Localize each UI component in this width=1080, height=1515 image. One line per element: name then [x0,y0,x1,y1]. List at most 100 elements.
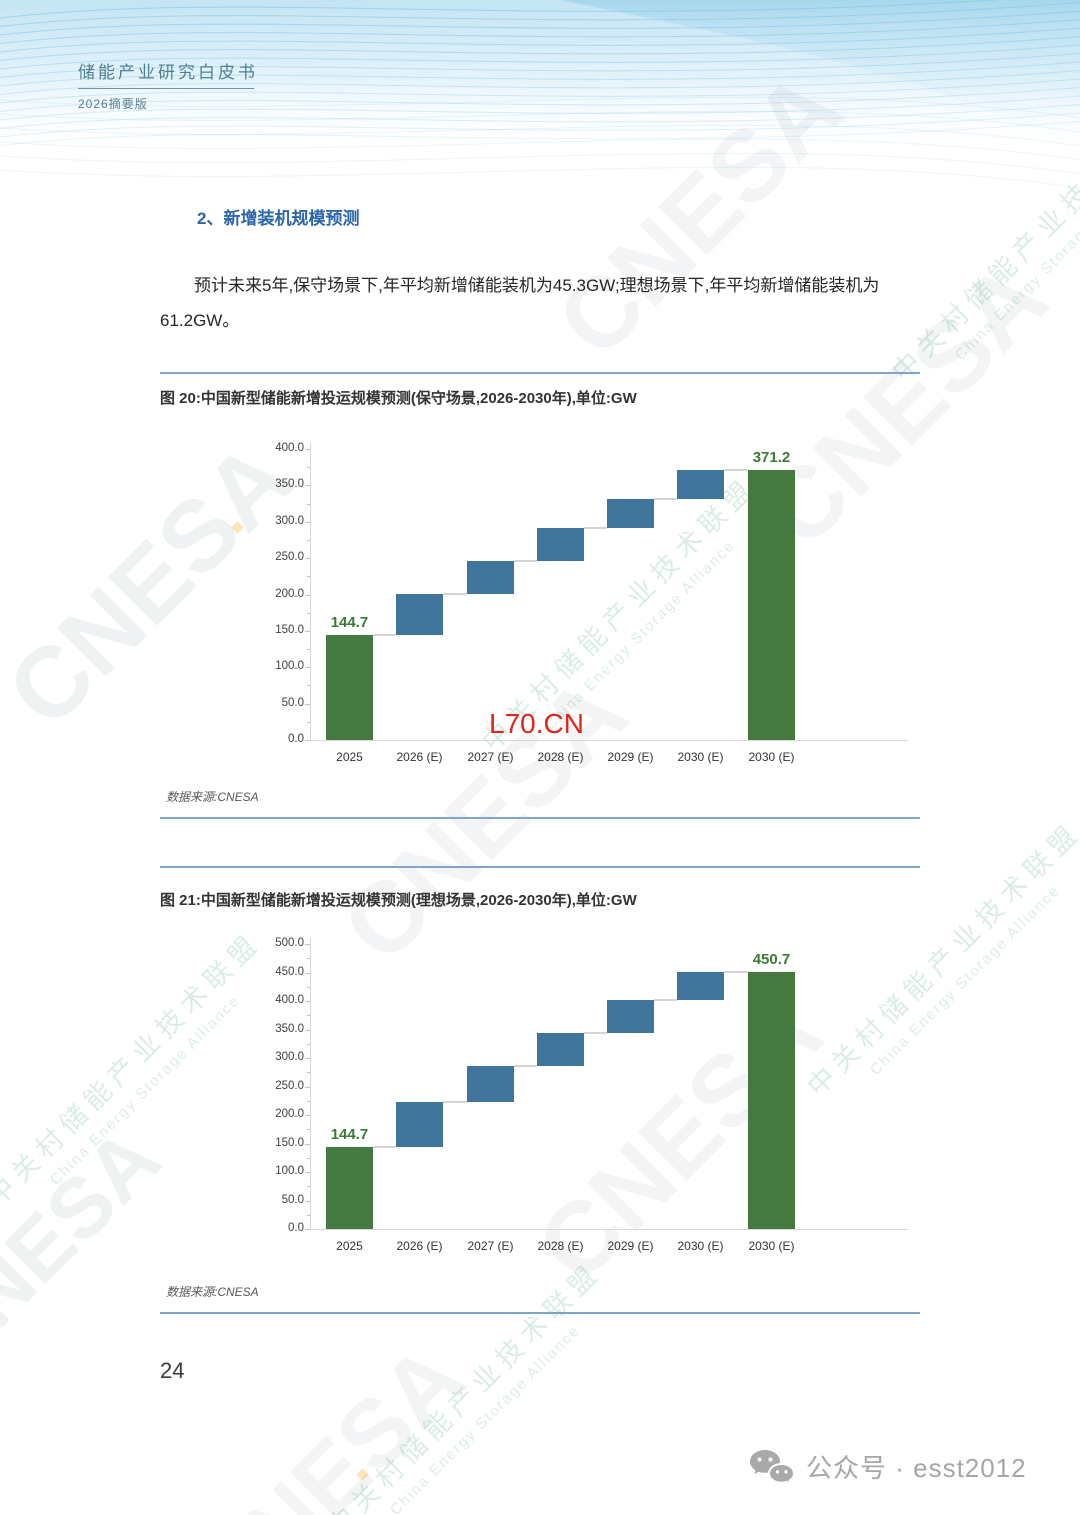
doc-title-underline [78,88,254,89]
waterfall-increment-bar [467,560,514,594]
x-axis-line [310,740,908,741]
divider-rule-bottom [160,1312,920,1314]
y-axis-tick-label: 350.0 [275,1022,304,1035]
waterfall-connector [654,999,677,1002]
waterfall-connector [724,971,748,974]
x-axis-label: 2027 (E) [467,750,514,764]
waterfall-increment-bar [396,593,443,635]
y-axis-tick-label: 150.0 [275,623,304,636]
y-axis-minor-tick [307,1129,310,1131]
x-axis-line [310,1229,908,1230]
wechat-icon [750,1449,794,1485]
y-axis-tick-label: 250.0 [275,1079,304,1092]
y-axis-major-tick [305,740,310,741]
y-axis-major-tick [305,667,310,669]
y-axis-major-tick [305,449,310,450]
waterfall-total-bar [748,972,795,1229]
y-axis-minor-tick [307,503,310,505]
figure-20-source: 数据来源:CNESA [166,790,259,804]
waterfall-connector [584,1031,607,1034]
y-axis-major-tick [305,1143,310,1145]
bar-data-label: 144.7 [330,613,369,631]
waterfall-connector [443,592,467,595]
waterfall-increment-bar [677,972,724,1001]
y-axis-tick-label: 0.0 [288,1222,304,1234]
y-axis-minor-tick [307,1100,310,1102]
divider-rule-top [160,372,920,374]
y-axis-major-tick [305,944,310,945]
y-axis-major-tick [305,521,310,523]
doc-subtitle: 2026摘要版 [78,97,148,111]
doc-title: 储能产业研究白皮书 [78,63,258,82]
y-axis-major-tick [305,485,310,487]
y-axis-major-tick [305,1115,310,1116]
y-axis-major-tick [305,1058,310,1059]
y-axis-minor-tick [307,685,310,687]
y-axis-minor-tick [307,612,310,614]
y-axis-minor-tick [307,1186,310,1188]
y-axis-tick-label: 400.0 [275,994,304,1006]
y-axis-major-tick [305,558,310,560]
waterfall-total-bar [748,469,795,740]
waterfall-connector [443,1100,467,1103]
x-axis-label: 2029 (E) [607,750,654,764]
y-axis-major-tick [305,703,310,705]
x-axis-label: 2030 (E) [677,750,724,764]
body-paragraph: 预计未来5年,保守场景下,年平均新增储能装机为45.3GW;理想场景下,年平均新… [160,276,880,330]
bar-data-label: 450.7 [752,951,791,969]
x-axis-label: 2026 (E) [396,750,443,764]
y-axis-minor-tick [307,539,310,541]
y-axis-tick-label: 200.0 [275,587,304,600]
y-axis-tick-label: 150.0 [275,1136,304,1149]
waterfall-connector [373,1145,396,1148]
wechat-account-label: 公众号 · esst2012 [806,1453,1027,1483]
y-axis-line [310,443,311,740]
section-heading: 2、新增装机规模预测 [197,209,360,228]
wechat-footer: 公众号 · esst2012 [748,1448,1027,1485]
figure-21-source: 数据来源:CNESA [166,1285,259,1299]
y-axis-line [310,938,311,1229]
y-axis-major-tick [305,1200,310,1202]
divider-rule-mid-2 [160,866,920,868]
y-axis-major-tick [305,630,310,632]
waterfall-total-bar [326,634,373,740]
waterfall-total-bar [326,1146,373,1229]
y-axis-tick-label: 100.0 [275,660,304,673]
y-axis-tick-label: 0.0 [288,733,304,745]
y-axis-major-tick [305,594,310,596]
bar-data-label: 371.2 [752,448,791,466]
x-axis-label: 2028 (E) [537,1239,584,1253]
waterfall-connector [514,559,537,562]
y-axis-minor-tick [307,1015,310,1017]
waterfall-increment-bar [537,1032,584,1067]
waterfall-increment-bar [537,528,584,561]
y-axis-minor-tick [307,958,310,960]
y-axis-tick-label: 200.0 [275,1108,304,1120]
x-axis-label: 2025 [336,750,363,764]
x-axis-label: 2029 (E) [607,1239,654,1253]
y-axis-minor-tick [307,649,310,651]
y-axis-minor-tick [307,986,310,988]
y-axis-minor-tick [307,1214,310,1216]
y-axis-tick-label: 250.0 [275,551,304,564]
y-axis-major-tick [305,972,310,974]
x-axis-label: 2030 (E) [748,750,795,764]
y-axis-minor-tick [307,1043,310,1045]
waterfall-connector [373,633,396,636]
waterfall-increment-bar [396,1101,443,1147]
y-axis-tick-label: 450.0 [275,965,304,978]
y-axis-tick-label: 100.0 [275,1165,304,1177]
x-axis-label: 2030 (E) [748,1239,795,1253]
y-axis-major-tick [305,1029,310,1031]
x-axis-label: 2026 (E) [396,1239,443,1253]
x-axis-label: 2030 (E) [677,1239,724,1253]
figure-21-title: 图 21:中国新型储能新增投运规模预测(理想场景,2026-2030年),单位:… [160,892,637,909]
waterfall-connector [514,1065,537,1068]
y-axis-major-tick [305,1172,310,1173]
y-axis-tick-label: 50.0 [281,696,304,709]
figure-20-title: 图 20:中国新型储能新增投运规模预测(保守场景,2026-2030年),单位:… [160,390,637,407]
waterfall-increment-bar [677,469,724,499]
y-axis-tick-label: 350.0 [275,478,304,491]
